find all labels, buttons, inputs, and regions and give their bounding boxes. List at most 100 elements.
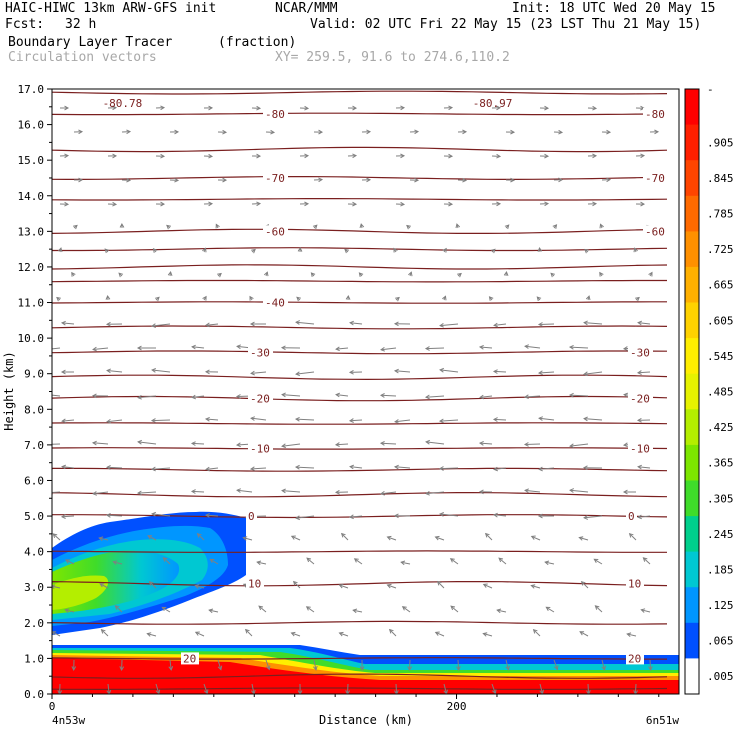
circulation-vector-head [160,105,166,111]
circulation-vector-head [439,367,444,373]
circulation-vector-head [340,532,346,538]
circulation-vector-head [585,295,591,301]
contour-label-bg [626,652,644,665]
circulation-vector-head [100,628,106,634]
circulation-vector [152,513,171,517]
circulation-vector [402,606,411,613]
circulation-vector-head [407,666,413,672]
circulation-vector-head [202,295,207,301]
circulation-vector-head [406,224,411,230]
circulation-vector-head [386,535,392,541]
contour-label: -80 [645,108,665,121]
colorbar-swatch [685,444,699,481]
circulation-vector [539,683,543,694]
circulation-vector [389,629,397,637]
circulation-vector [52,631,61,637]
circulation-vector [524,443,541,445]
colorbar-label: .305 [707,492,734,505]
circulation-vector [437,581,445,589]
circulation-vector-head [292,580,298,586]
circulation-vector-head [250,370,255,376]
circulation-vector-head [250,416,255,421]
circulation-vector-head [628,532,634,538]
circulation-vector-head [281,488,286,494]
contour-extreme-label: -80.97 [473,97,513,110]
circulation-vector-head [61,418,66,424]
circulation-vector-head [442,247,447,253]
contour-label-bg [643,107,668,120]
y-tick-label: 10.0 [18,332,45,345]
circulation-vector-head [592,105,598,111]
temperature-contour-line [52,422,668,425]
circulation-vector-head [436,580,442,586]
circulation-vector-head [640,201,646,207]
contour-label: -30 [250,346,270,359]
circulation-vector-head [174,129,180,135]
circulation-vector [353,609,363,613]
circulation-vector [579,631,589,637]
temperature-contour-line [52,325,668,330]
circulation-vector-head [578,536,584,541]
circulation-vector [584,515,603,519]
circulation-vector-head [263,271,269,277]
circulation-vector-head [484,532,490,538]
circulation-vector [354,558,363,565]
colorbar-swatch [685,302,699,339]
colorbar-swatch [685,516,699,553]
contour-label: 20 [628,652,641,665]
circulation-vector-head [258,605,264,611]
circulation-vector-head [196,532,202,538]
circulation-vector-head [633,247,638,253]
circulation-vector-head [496,105,502,111]
circulation-vector-head [48,442,52,446]
x-tick-label: 200 [447,700,467,713]
circulation-vector [394,370,411,373]
colorbar-swatch [685,658,699,695]
circulation-vector-head [524,344,529,349]
circulation-vector-head [438,418,444,424]
circulation-vector-head [379,393,385,398]
circulation-vector-head [137,394,142,400]
circulation-vector [295,418,315,421]
circulation-vector-head [424,394,430,400]
circulation-vector-head [313,665,318,671]
temperature-contour-line [52,620,668,625]
circulation-vector-head [450,605,456,611]
circulation-vector-head [60,320,66,326]
circulation-vector [525,345,541,349]
circulation-vector [483,583,493,589]
circulation-vector-head [91,440,97,446]
circulation-vector-head [550,272,556,278]
circulation-vector-head [104,248,110,254]
circulation-vector-head [256,201,262,207]
circulation-vector [584,371,603,375]
contour-label: -30 [630,346,650,359]
circulation-vector-head [642,557,648,562]
circulation-vector [52,394,61,397]
circulation-vector-head [190,489,196,494]
circulation-vector-head [64,105,70,111]
circulation-vector-head [424,346,430,351]
xy-coordinates: XY= 259.5, 91.6 to 274.6,110.2 [275,50,510,65]
circulation-vector [336,394,349,397]
circulation-vector [531,585,541,589]
circulation-vector [93,491,109,495]
y-tick-label: 16.0 [18,119,45,132]
circulation-vector [52,491,61,494]
circulation-vector-head [558,177,564,183]
temperature-contour-line [52,279,667,283]
circulation-vector-head [105,294,111,300]
circulation-vector-head [304,153,310,159]
temperature-contour-line [52,550,667,553]
y-tick-label: 7.0 [24,439,44,452]
circulation-vector-head [256,105,262,111]
circulation-vector-head [215,223,220,229]
circulation-vector [494,467,507,470]
circulation-vector-head [168,666,174,671]
temperature-contour-line [52,374,668,381]
circulation-vector-head [105,321,111,327]
circulation-vector-head [256,560,262,566]
circulation-vector [295,466,315,469]
circulation-vector-head [457,272,462,278]
circulation-vector [191,490,205,493]
